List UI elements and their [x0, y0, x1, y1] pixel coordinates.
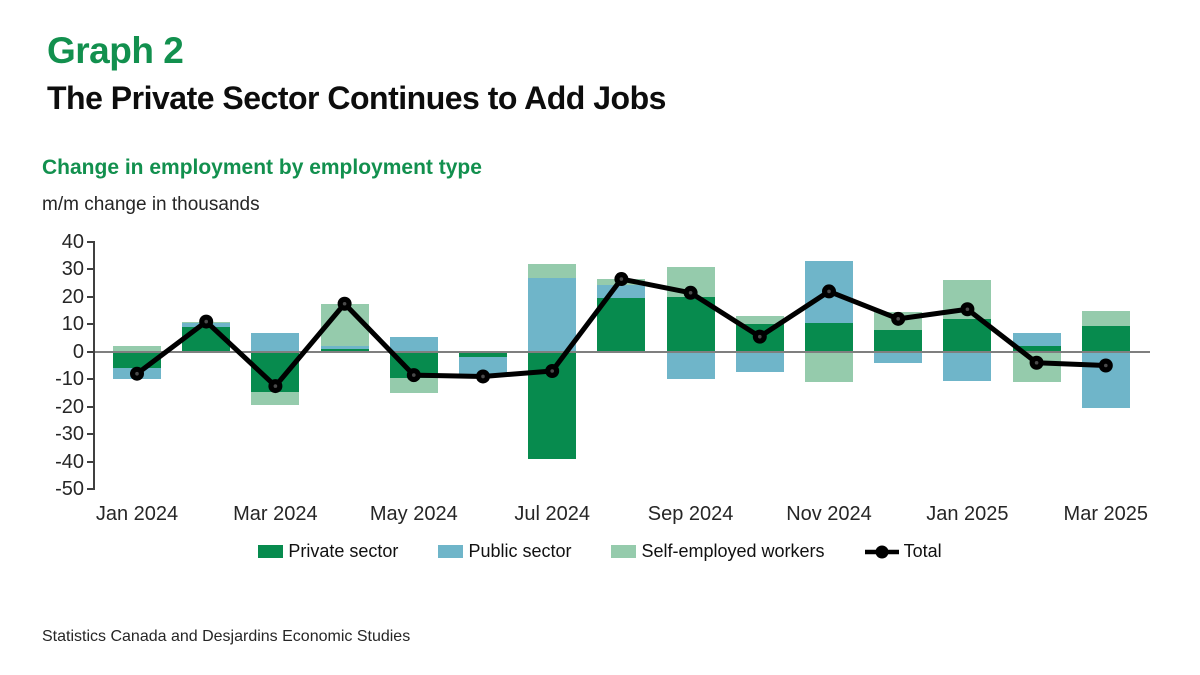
y-tick-label: -10 — [55, 368, 84, 391]
bar-segment-self-employed-workers-feb-2024 — [182, 321, 231, 323]
zero-gridline — [95, 350, 1150, 353]
x-tick-label-jul-2024: Jul 2024 — [514, 503, 590, 525]
bar-segment-public-sector-feb-2024 — [182, 322, 231, 328]
x-tick-label-sep-2024: Sep 2024 — [647, 503, 734, 525]
bar-segment-private-sector-aug-2024 — [597, 298, 646, 352]
y-tick-mark — [87, 323, 93, 326]
y-axis-unit-label: m/m change in thousands — [42, 194, 260, 215]
bar-segment-public-sector-jul-2024 — [528, 277, 577, 352]
y-tick-mark — [87, 433, 93, 436]
bar-segment-private-sector-jan-2025 — [943, 318, 992, 352]
bar-segment-self-employed-workers-oct-2024 — [735, 316, 784, 325]
bar-segment-private-sector-jan-2024 — [113, 351, 161, 369]
chart-subtitle: Change in employment by employment type — [42, 156, 482, 179]
bar-segment-self-employed-workers-jan-2025 — [943, 280, 992, 319]
legend-item-self-employed: Self-employed workers — [611, 541, 825, 562]
bar-segment-private-sector-sep-2024 — [666, 296, 715, 352]
bar-segment-private-sector-oct-2024 — [735, 324, 784, 352]
x-tick-label-mar-2025: Mar 2025 — [1063, 503, 1149, 525]
bar-segment-private-sector-jul-2024 — [528, 351, 577, 459]
bar-segment-public-sector-aug-2024 — [597, 284, 646, 299]
y-tick-label: 20 — [61, 285, 84, 308]
legend-label: Total — [903, 541, 942, 561]
bar-segment-self-employed-workers-aug-2024 — [597, 279, 646, 285]
y-tick-mark — [87, 378, 93, 381]
bar-segment-self-employed-workers-mar-2025 — [1081, 310, 1130, 326]
legend-label: Self-employed workers — [641, 541, 825, 561]
page-title: The Private Sector Continues to Add Jobs — [47, 80, 666, 116]
legend-item-total: Total — [864, 541, 942, 562]
legend-item-public-sector: Public sector — [438, 541, 571, 562]
bar-segment-private-sector-may-2024 — [389, 351, 438, 378]
legend-label: Private sector — [288, 541, 399, 561]
bar-segment-public-sector-dec-2024 — [874, 351, 923, 363]
y-tick-label: 40 — [61, 231, 84, 253]
bar-segment-public-sector-jan-2025 — [943, 351, 992, 381]
bar-segment-private-sector-nov-2024 — [805, 322, 853, 352]
chart-legend: Private sector Public sector Self-employ… — [0, 541, 1200, 562]
y-tick-label: -20 — [55, 395, 84, 418]
bar-segment-self-employed-workers-apr-2024 — [320, 303, 369, 347]
bar-segment-public-sector-mar-2025 — [1081, 351, 1130, 409]
bar-segment-public-sector-jan-2024 — [113, 368, 161, 380]
public-sector-swatch-icon — [438, 545, 464, 558]
y-axis-line — [93, 241, 95, 490]
x-tick-label-jan-2025: Jan 2025 — [926, 503, 1009, 525]
y-tick-label: -40 — [55, 450, 84, 473]
x-tick-label-may-2024: May 2024 — [369, 503, 458, 525]
y-tick-label: 30 — [61, 258, 84, 281]
bar-segment-public-sector-apr-2024 — [320, 346, 369, 350]
x-tick-label-mar-2024: Mar 2024 — [233, 503, 318, 525]
y-tick-mark — [87, 460, 93, 463]
bar-segment-self-employed-workers-nov-2024 — [805, 351, 853, 382]
bar-segment-self-employed-workers-feb-2025 — [1012, 351, 1061, 382]
y-tick-mark — [87, 405, 93, 408]
y-tick-mark — [87, 488, 93, 490]
x-tick-label-jan-2024: Jan 2024 — [95, 503, 179, 525]
source-text: Statistics Canada and Desjardins Economi… — [42, 628, 411, 645]
bar-segment-private-sector-mar-2024 — [251, 351, 300, 392]
legend-item-private-sector: Private sector — [258, 541, 398, 562]
y-tick-mark — [87, 295, 93, 298]
private-sector-swatch-icon — [258, 545, 284, 558]
x-tick-label-nov-2024: Nov 2024 — [786, 503, 872, 525]
bar-segment-public-sector-may-2024 — [389, 336, 438, 352]
bar-segment-public-sector-jun-2024 — [459, 357, 507, 374]
y-tick-mark — [87, 268, 93, 271]
bar-segment-public-sector-oct-2024 — [735, 351, 784, 373]
bar-segment-public-sector-mar-2024 — [251, 332, 300, 352]
bar-segment-self-employed-workers-jun-2024 — [459, 373, 507, 376]
y-tick-mark — [87, 350, 93, 353]
total-line-marker-icon — [864, 545, 899, 558]
bar-segment-public-sector-nov-2024 — [805, 261, 853, 323]
y-tick-label: 0 — [72, 340, 84, 363]
total-marker-center — [481, 374, 485, 379]
bar-segment-self-employed-workers-sep-2024 — [666, 266, 715, 297]
self-employed-swatch-icon — [611, 545, 637, 558]
bar-segment-private-sector-feb-2024 — [182, 327, 231, 352]
y-tick-mark — [87, 241, 93, 243]
bar-segment-self-employed-workers-may-2024 — [389, 377, 438, 393]
bar-segment-self-employed-workers-mar-2024 — [251, 391, 300, 406]
bar-segment-private-sector-dec-2024 — [874, 329, 923, 352]
graph-number-label: Graph 2 — [47, 30, 184, 71]
bar-segment-public-sector-sep-2024 — [666, 351, 715, 380]
legend-label: Public sector — [468, 541, 572, 561]
bar-segment-self-employed-workers-dec-2024 — [874, 311, 923, 330]
bar-segment-public-sector-feb-2025 — [1012, 332, 1061, 347]
bar-segment-self-employed-workers-jul-2024 — [528, 263, 577, 278]
y-tick-label: -30 — [55, 423, 84, 446]
bar-segment-private-sector-mar-2025 — [1081, 325, 1130, 352]
y-tick-label: -50 — [55, 478, 84, 500]
y-tick-label: 10 — [61, 313, 84, 336]
